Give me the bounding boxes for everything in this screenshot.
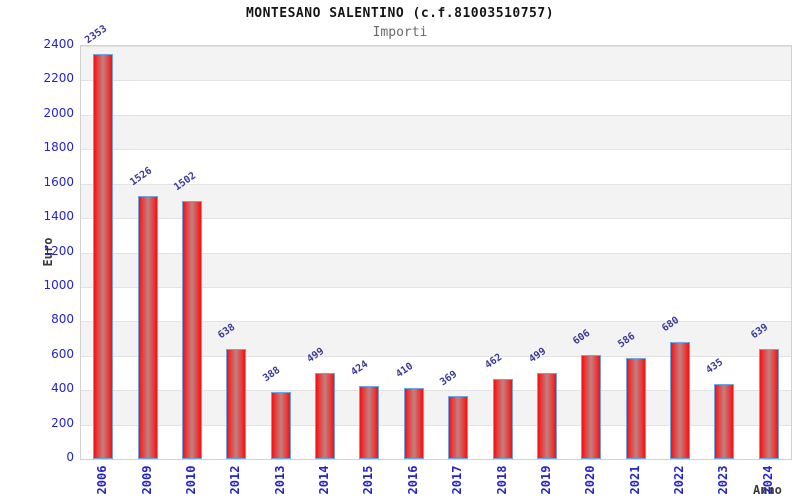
bar bbox=[315, 373, 336, 459]
x-tick-label: 2013 bbox=[272, 465, 287, 495]
gridline bbox=[81, 286, 791, 288]
grid-band bbox=[81, 149, 791, 184]
gridline bbox=[81, 252, 791, 254]
x-tick-label: 2006 bbox=[95, 465, 110, 495]
y-tick-label: 600 bbox=[51, 346, 74, 361]
y-tick-label: 2200 bbox=[43, 71, 74, 86]
y-tick-label: 400 bbox=[51, 381, 74, 396]
bar bbox=[581, 354, 602, 459]
y-tick-label: 200 bbox=[51, 415, 74, 430]
bar bbox=[181, 200, 202, 459]
y-tick-label: 0 bbox=[66, 450, 74, 464]
x-axis-label: Anno bbox=[753, 483, 782, 497]
bar bbox=[93, 54, 114, 459]
x-tick-label: 2020 bbox=[583, 465, 598, 495]
grid-band bbox=[81, 80, 791, 115]
gridline bbox=[81, 46, 791, 47]
x-tick-label: 2009 bbox=[139, 465, 154, 495]
bar bbox=[448, 395, 469, 459]
bar bbox=[137, 196, 158, 459]
chart-title: MONTESANO SALENTINO (c.f.81003510757) bbox=[245, 6, 555, 21]
x-tick-label: 2023 bbox=[716, 465, 731, 495]
y-tick-label: 1600 bbox=[43, 174, 74, 189]
x-tick-label: 2022 bbox=[672, 465, 687, 495]
bar bbox=[714, 384, 735, 459]
x-tick-label: 2010 bbox=[183, 465, 198, 495]
gridline bbox=[81, 321, 791, 323]
plot-area bbox=[80, 45, 792, 460]
bar bbox=[492, 379, 513, 459]
x-tick-label: 2015 bbox=[361, 465, 376, 495]
x-tick-label: 2019 bbox=[538, 465, 553, 495]
x-tick-label: 2021 bbox=[627, 465, 642, 495]
bar bbox=[670, 341, 691, 459]
bar bbox=[270, 392, 291, 459]
bar bbox=[625, 358, 646, 459]
y-tick-label: 1000 bbox=[43, 277, 74, 292]
y-tick-label: 800 bbox=[51, 312, 74, 327]
x-tick-label: 2017 bbox=[450, 465, 465, 495]
gridline bbox=[81, 183, 791, 185]
gridline bbox=[81, 80, 791, 82]
y-tick-label: 1400 bbox=[43, 209, 74, 224]
gridline bbox=[81, 424, 791, 426]
gridline bbox=[81, 355, 791, 357]
bar bbox=[226, 349, 247, 459]
gridline bbox=[81, 218, 791, 220]
bar bbox=[403, 388, 424, 459]
y-tick-label: 1200 bbox=[43, 243, 74, 258]
gridline bbox=[81, 390, 791, 392]
gridline bbox=[81, 114, 791, 116]
x-tick-label: 2016 bbox=[405, 465, 420, 495]
gridline bbox=[81, 149, 791, 151]
x-tick-label: 2014 bbox=[317, 465, 332, 495]
y-tick-label: 2000 bbox=[43, 105, 74, 120]
chart-subtitle: Importi bbox=[372, 25, 428, 40]
bar bbox=[758, 349, 779, 459]
x-tick-label: 2018 bbox=[494, 465, 509, 495]
x-tick-label: 2012 bbox=[228, 465, 243, 495]
bar bbox=[359, 386, 380, 459]
bar bbox=[536, 373, 557, 459]
y-tick-label: 2400 bbox=[43, 37, 74, 51]
x-tick-label: 2024 bbox=[760, 465, 775, 495]
grid-band bbox=[81, 46, 791, 81]
y-tick-label: 1800 bbox=[43, 140, 74, 155]
grid-band bbox=[81, 114, 791, 150]
